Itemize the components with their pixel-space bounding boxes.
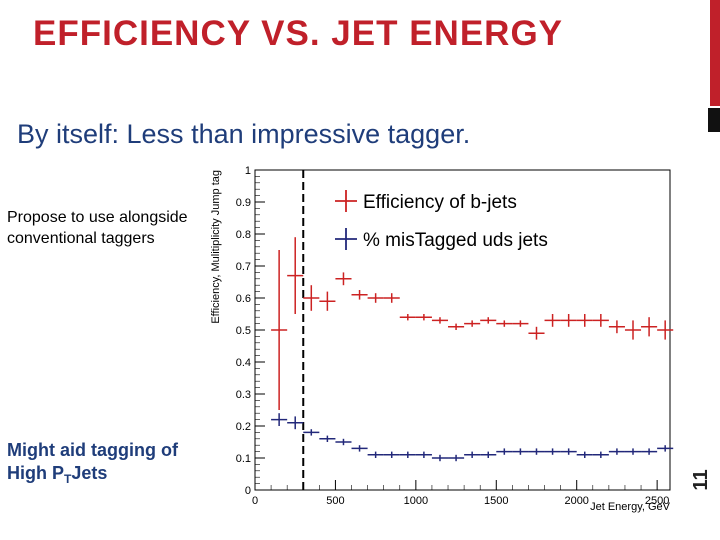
data-point [576, 451, 593, 458]
data-point [641, 317, 658, 337]
data-point [544, 448, 561, 455]
x-tick-label: 1500 [484, 495, 508, 507]
y-axis-label: Efficiency, Mulitiplicity Jump tag [210, 170, 222, 324]
note-bottom-prefix: Might aid tagging of High P [7, 440, 178, 483]
data-point [608, 320, 625, 334]
data-point [431, 317, 449, 324]
x-tick-label: 2500 [645, 495, 669, 507]
data-point [367, 451, 384, 458]
data-point [496, 448, 513, 455]
data-point [415, 314, 432, 321]
data-point [641, 448, 658, 455]
data-point [512, 320, 529, 327]
y-tick-label: 0.6 [236, 293, 251, 305]
data-point [271, 250, 288, 410]
plot-frame [254, 169, 671, 491]
data-point [480, 451, 497, 458]
data-point [512, 448, 529, 455]
legend-label: % misTagged uds jets [363, 230, 548, 251]
y-tick-label: 0.5 [236, 325, 251, 337]
data-point [528, 326, 545, 340]
accent-bar-black [708, 108, 720, 132]
slide-subtitle: By itself: Less than impressive tagger. [17, 119, 471, 149]
data-point [383, 293, 400, 303]
series-1 [271, 237, 674, 410]
data-point [319, 435, 336, 442]
data-point [464, 451, 481, 458]
data-point [592, 451, 609, 458]
data-point [303, 429, 320, 436]
x-tick-label: 1000 [404, 495, 428, 507]
y-axis: 0 0.1 0.2 0.3 0.4 0.5 0.6 0.7 0.8 0.9 1 [236, 165, 265, 497]
data-point [303, 285, 320, 311]
data-point [528, 448, 545, 455]
accent-bar-red [710, 0, 720, 106]
data-point [624, 448, 642, 455]
data-point [576, 314, 593, 327]
y-tick-label: 1 [245, 165, 251, 177]
data-point [415, 451, 432, 458]
data-point [608, 448, 625, 455]
data-point [271, 413, 288, 426]
data-point [319, 291, 336, 311]
data-point [624, 320, 642, 340]
data-point [351, 445, 368, 452]
data-point [560, 448, 577, 455]
y-tick-label: 0 [245, 485, 251, 497]
series-2 [271, 413, 674, 462]
data-point [657, 320, 674, 340]
data-point [399, 314, 416, 321]
y-tick-label: 0.9 [236, 197, 251, 209]
x-tick-label: 2000 [564, 495, 588, 507]
note-bottom: Might aid tagging of High PTJets [7, 439, 207, 487]
x-axis: 0 500 1000 1500 2000 2500 [252, 480, 669, 507]
data-point [657, 445, 674, 452]
data-point [448, 323, 465, 330]
y-tick-label: 0.7 [236, 261, 251, 273]
data-point [287, 416, 304, 430]
data-point [351, 290, 368, 300]
note-top: Propose to use alongside conventional ta… [7, 209, 188, 247]
data-series [271, 237, 674, 462]
data-point [367, 293, 384, 303]
x-axis-label: Jet Energy, GeV [590, 501, 671, 513]
y-tick-label: 0.8 [236, 229, 251, 241]
slide-title: EFFICIENCY VS. JET ENERGY [33, 14, 564, 53]
data-point [592, 314, 609, 327]
y-tick-label: 0.4 [236, 357, 251, 369]
y-tick-label: 0.1 [236, 453, 251, 465]
legend: Efficiency of b-jets % misTagged uds jets [335, 190, 548, 251]
data-point [383, 451, 400, 458]
data-point [335, 438, 352, 446]
data-point [287, 237, 304, 314]
data-point [496, 320, 513, 327]
data-point [544, 314, 561, 327]
data-point [448, 454, 465, 462]
data-point [560, 314, 577, 327]
y-tick-label: 0.2 [236, 421, 251, 433]
data-point [335, 272, 352, 286]
data-point [431, 454, 449, 462]
x-tick-label: 500 [326, 495, 344, 507]
data-point [464, 320, 481, 327]
legend-label: Efficiency of b-jets [363, 192, 517, 213]
efficiency-chart: 0 0.1 0.2 0.3 0.4 0.5 0.6 0.7 0.8 0.9 1 0 500 1000 15… [210, 165, 674, 513]
data-point [399, 451, 416, 458]
data-point [480, 317, 497, 324]
slide-number: 11 [690, 469, 712, 491]
note-bottom-subscript: T [64, 472, 72, 486]
y-tick-label: 0.3 [236, 389, 251, 401]
note-bottom-suffix: Jets [71, 463, 108, 483]
x-tick-label: 0 [252, 495, 258, 507]
